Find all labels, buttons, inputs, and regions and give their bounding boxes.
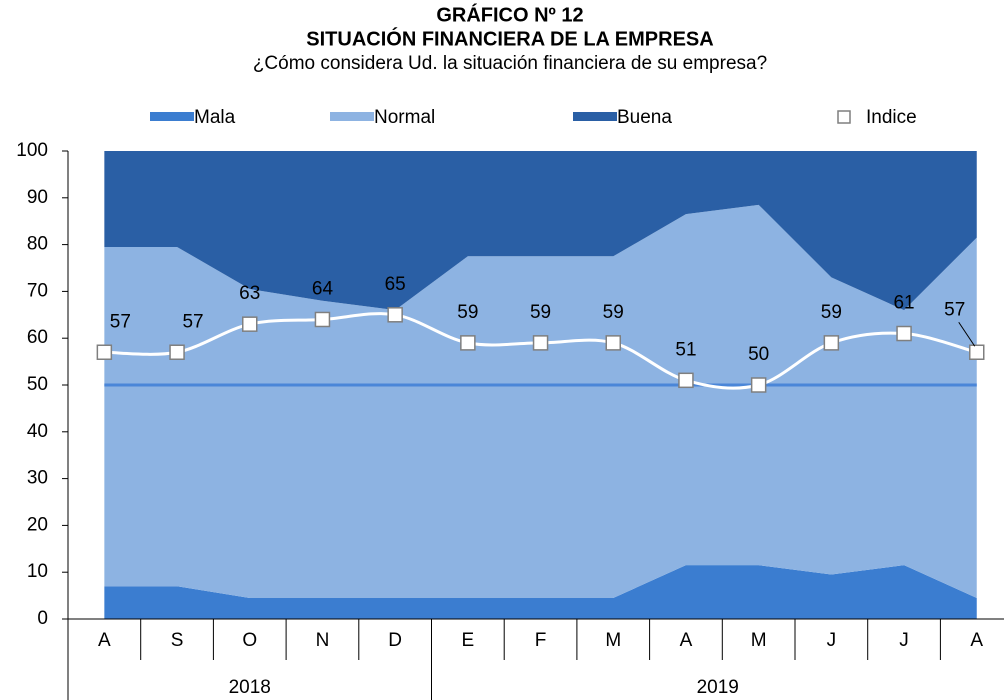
- chart-subtitle: SITUACIÓN FINANCIERA DE LA EMPRESA: [306, 26, 713, 50]
- y-tick-label: 30: [27, 468, 48, 489]
- data-label: 64: [312, 278, 334, 299]
- x-tick-label: J: [827, 630, 837, 651]
- area: [104, 204, 977, 598]
- area: [104, 151, 977, 311]
- data-label: 57: [944, 299, 965, 320]
- leader-line: [958, 321, 976, 347]
- data-label: 59: [530, 302, 551, 323]
- y-tick-label: 50: [27, 374, 48, 395]
- data-label: 50: [748, 344, 769, 365]
- group-label: 2018: [229, 677, 271, 698]
- index-marker: [314, 311, 331, 328]
- index-marker: [242, 316, 258, 332]
- y-tick-label: 100: [16, 140, 48, 161]
- data-label: 59: [603, 302, 624, 323]
- index-marker: [532, 335, 549, 351]
- x-tick-label: J: [899, 630, 909, 651]
- index-marker: [750, 377, 767, 393]
- x-tick-label: E: [462, 630, 475, 651]
- y-tick-label: 90: [27, 187, 48, 208]
- data-label: 57: [182, 311, 203, 332]
- legend-swatch: [150, 112, 194, 121]
- index-marker: [169, 344, 185, 360]
- index-marker: [823, 335, 840, 351]
- question: ¿Cómo considera Ud. la situación financi…: [253, 53, 767, 74]
- index-marker: [896, 325, 912, 342]
- index-marker: [460, 335, 476, 351]
- legend-swatch: [573, 112, 617, 121]
- index-marker: [969, 344, 985, 360]
- x-tick-label: A: [970, 630, 983, 651]
- data-label: 59: [457, 302, 478, 323]
- data-label: 57: [110, 311, 131, 332]
- legend-swatch: [330, 112, 374, 121]
- legend-label: Normal: [374, 107, 435, 128]
- legend-label: Buena: [617, 107, 672, 128]
- x-tick-label: A: [680, 630, 693, 651]
- area: [104, 565, 977, 619]
- group-label: 2019: [697, 677, 739, 698]
- y-tick-label: 0: [37, 608, 48, 629]
- data-label: 61: [893, 293, 914, 314]
- x-tick-label: D: [388, 630, 402, 651]
- y-tick-label: 20: [27, 514, 48, 535]
- y-tick-label: 40: [27, 421, 48, 442]
- legend-label: Indice: [866, 107, 917, 128]
- data-label: 59: [821, 302, 842, 323]
- index-marker: [678, 372, 694, 389]
- index-marker: [96, 344, 113, 360]
- index-marker: [605, 335, 621, 351]
- data-label: 63: [239, 283, 260, 304]
- x-tick-label: S: [171, 630, 184, 651]
- x-tick-label: N: [316, 630, 330, 651]
- x-tick-label: O: [242, 630, 257, 651]
- x-tick-label: M: [605, 630, 621, 651]
- x-tick-label: A: [98, 630, 111, 651]
- index-marker: [387, 307, 403, 323]
- y-tick-label: 80: [27, 234, 48, 255]
- data-label: 65: [385, 274, 406, 295]
- legend-label: Mala: [194, 107, 236, 128]
- x-tick-label: M: [751, 630, 767, 651]
- y-tick-label: 10: [27, 561, 48, 582]
- x-tick-label: F: [535, 630, 547, 651]
- chart-title: GRÁFICO Nº 12: [436, 3, 583, 26]
- y-tick-label: 70: [27, 280, 48, 301]
- data-label: 51: [675, 339, 696, 360]
- y-tick-label: 60: [27, 327, 48, 348]
- legend-marker: [837, 110, 851, 124]
